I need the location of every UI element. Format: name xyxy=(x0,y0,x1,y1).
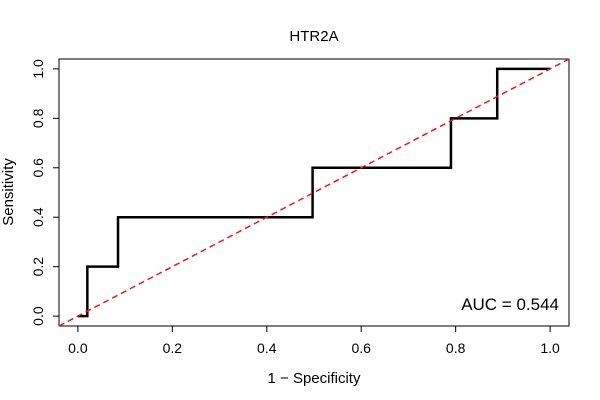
x-tick-label: 0.8 xyxy=(446,340,466,356)
x-tick-label: 0.0 xyxy=(68,340,88,356)
x-tick-label: 1.0 xyxy=(540,340,560,356)
series-layer xyxy=(58,58,570,327)
y-tick-label: 0.4 xyxy=(30,207,46,227)
y-tick-label: 0.8 xyxy=(30,108,46,128)
plot-frame xyxy=(58,58,570,327)
reference-diagonal-line xyxy=(58,58,570,327)
x-tick-label: 0.4 xyxy=(257,340,277,356)
y-tick-label: 1.0 xyxy=(30,59,46,79)
auc-annotation: AUC = 0.544 xyxy=(461,295,559,314)
chart-title: HTR2A xyxy=(289,28,338,45)
roc-curve-line xyxy=(77,67,551,318)
y-tick-label: 0.6 xyxy=(30,158,46,178)
y-axis-label: Sensitivity xyxy=(0,158,17,226)
x-axis: 0.0 0.2 0.4 0.6 0.8 1.0 xyxy=(68,325,560,356)
x-tick-label: 0.2 xyxy=(163,340,183,356)
x-axis-label: 1 − Specificity xyxy=(268,370,361,387)
y-axis: 0.0 0.2 0.4 0.6 0.8 1.0 xyxy=(30,59,60,326)
y-tick-label: 0.0 xyxy=(30,306,46,326)
y-tick-label: 0.2 xyxy=(30,257,46,277)
x-tick-label: 0.6 xyxy=(351,340,371,356)
